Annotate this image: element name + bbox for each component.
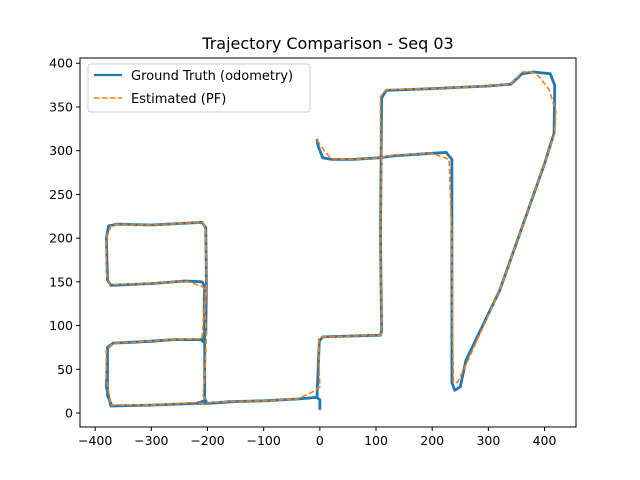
y-tick-label: 350 [49, 99, 73, 114]
legend-label-ground-truth: Ground Truth (odometry) [131, 69, 293, 84]
series-line-estimated [105, 71, 557, 406]
y-tick-label: 100 [49, 318, 73, 333]
chart-title: Trajectory Comparison - Seq 03 [201, 34, 453, 53]
axes-frame [79, 57, 577, 428]
x-tick-label: −300 [134, 433, 168, 448]
y-tick-label: 0 [65, 406, 73, 421]
series-line-ground-truth [105, 70, 557, 411]
x-tick-label: 300 [476, 433, 500, 448]
x-tick-label: −400 [78, 433, 112, 448]
y-tick-label: 250 [49, 187, 73, 202]
x-axis: −400 −300 −200 −100 0 100 200 300 400 [78, 427, 557, 448]
legend-box [87, 63, 311, 113]
y-tick-label: 200 [49, 231, 73, 246]
x-tick-label: −100 [247, 433, 281, 448]
x-tick-label: 200 [420, 433, 444, 448]
y-axis: 0 50 100 150 200 250 300 350 400 [49, 56, 80, 421]
x-tick-label: 0 [316, 433, 324, 448]
x-tick-label: −200 [190, 433, 224, 448]
series-layer [105, 70, 557, 411]
y-tick-label: 300 [49, 143, 73, 158]
legend-label-estimated: Estimated (PF) [131, 92, 226, 107]
x-tick-label: 100 [364, 433, 388, 448]
y-tick-label: 150 [49, 274, 73, 289]
y-tick-label: 400 [49, 56, 73, 71]
y-tick-label: 50 [57, 362, 73, 377]
legend: Ground Truth (odometry) Estimated (PF) [87, 63, 311, 113]
x-tick-label: 400 [533, 433, 557, 448]
